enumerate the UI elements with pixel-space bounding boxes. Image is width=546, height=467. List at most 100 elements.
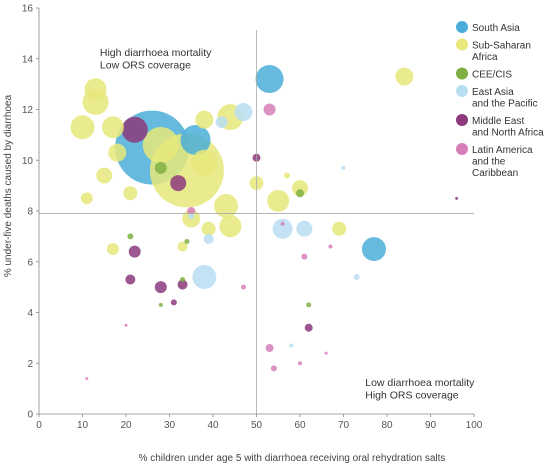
bubble-ssa-21: [332, 221, 347, 236]
y-tick-label: 6: [27, 257, 33, 268]
bubble-ssa-2: [191, 149, 218, 176]
bubble-eap-6: [353, 273, 360, 280]
x-tick-label: 60: [294, 420, 306, 431]
legend-swatch: [456, 21, 468, 33]
legend-item-cee: CEE/CIS: [456, 67, 512, 81]
legend-label-line: Latin America: [472, 145, 533, 156]
bubble-lac-3: [270, 365, 277, 372]
legend-item-lac: Latin America and the Caribbean: [456, 143, 533, 179]
bubble-mena-5: [177, 279, 188, 290]
x-tick-label: 100: [466, 420, 483, 431]
x-tick-label: 70: [338, 420, 350, 431]
bubble-ssa-7: [195, 110, 214, 129]
annotation-line: Low diarrhoea mortality: [365, 377, 475, 389]
bubble-south_asia-3: [180, 124, 211, 155]
annotations: High diarrhoea mortality Low ORS coverage…: [100, 47, 475, 401]
bubble-lac-0: [263, 103, 276, 116]
bubble-ssa-10: [96, 167, 113, 184]
legend-label-line: CEE/CIS: [472, 70, 512, 81]
bubble-lac-4: [301, 253, 308, 260]
bubble-ssa-20: [395, 67, 414, 86]
legend-swatch: [456, 67, 468, 80]
legend-label-line: and the Pacific: [472, 99, 538, 110]
annotation-1: Low diarrhoea mortality High ORS coverage: [365, 377, 475, 402]
bubble-mena-6: [304, 323, 313, 332]
bubble-mena-1: [170, 175, 187, 192]
bubble-mena-0: [121, 116, 148, 143]
bubble-lac-5: [328, 244, 333, 249]
legend-swatch: [456, 114, 468, 126]
bubble-eap-0: [234, 103, 253, 122]
bubble-ssa-17: [267, 189, 290, 212]
annotation-line: High diarrhoea mortality: [100, 47, 212, 59]
reference-lines: [39, 30, 474, 414]
bubble-cee-0: [154, 161, 167, 174]
bubble-lac-11: [324, 351, 328, 355]
bubble-ssa-1: [142, 127, 179, 164]
y-tick-label: 8: [27, 207, 33, 218]
legend: South Asia Sub-Saharan Africa CEE/CIS East A…: [456, 21, 544, 179]
bubble-eap-1: [215, 116, 228, 129]
bubble-ssa-14: [219, 215, 242, 238]
bubble-mena-9: [455, 196, 459, 200]
legend-swatch: [456, 85, 468, 97]
legend-label-line: Caribbean: [472, 168, 518, 179]
y-axis-title: % under-five deaths caused by diarrhoea: [3, 94, 14, 277]
legend-label: CEE/CIS: [472, 70, 512, 81]
bubble-eap-2: [192, 264, 217, 289]
y-tick-label: 14: [22, 54, 34, 65]
y-tick-label: 4: [27, 308, 33, 319]
legend-swatch: [456, 38, 468, 51]
bubble-eap-4: [272, 218, 293, 239]
annotation-line: Low ORS coverage: [100, 60, 191, 72]
axes: 0 10 20 30 40 50 60 70 80 90 100 0 2 4 6 8 10 12 14 16: [22, 4, 483, 432]
x-tick-label: 0: [36, 420, 42, 431]
bubble-eap-3: [203, 233, 214, 244]
bubble-south_asia-1: [255, 65, 284, 94]
bubble-ssa-9: [108, 143, 127, 162]
y-tick-label: 16: [22, 4, 34, 15]
bubble-cee-3: [184, 238, 190, 244]
legend-label-line: and North Africa: [472, 128, 544, 139]
bubble-lac-8: [280, 221, 285, 226]
x-tick-label: 90: [425, 420, 437, 431]
bubble-ssa-3: [84, 78, 107, 101]
bubble-mena-8: [170, 299, 177, 306]
x-tick-label: 20: [120, 420, 132, 431]
bubble-lac-10: [85, 376, 89, 380]
bubble-mena-3: [125, 274, 136, 285]
bubble-cee-4: [180, 277, 186, 283]
legend-item-mena: Middle East and North Africa: [456, 114, 544, 139]
x-tick-label: 80: [381, 420, 393, 431]
bubble-cee-2: [127, 233, 134, 240]
x-axis-title: % children under age 5 with diarrhoea re…: [139, 453, 446, 464]
annotation-line: High ORS coverage: [365, 390, 459, 402]
legend-item-south_asia: South Asia: [456, 21, 520, 34]
bubble-ssa-12: [80, 192, 93, 205]
bubble-ssa-11: [123, 186, 138, 201]
bubble-eap-8: [289, 343, 294, 348]
bubble-ssa-22: [106, 243, 119, 256]
legend-label: Middle East and North Africa: [472, 116, 544, 139]
annotation-0: High diarrhoea mortality Low ORS coverage: [100, 47, 212, 72]
bubble-ssa-24: [283, 172, 290, 179]
legend-label: Latin America and the Caribbean: [472, 145, 533, 179]
legend-label-line: South Asia: [472, 23, 520, 34]
bubble-ssa-23: [177, 241, 188, 252]
x-tick-label: 10: [77, 420, 89, 431]
bubble-lac-2: [265, 344, 274, 353]
legend-label-line: Middle East: [472, 116, 524, 127]
bubble-lac-6: [240, 284, 246, 290]
legend-label-line: and the: [472, 157, 506, 168]
legend-swatch: [456, 143, 468, 155]
bubble-ssa-6: [101, 116, 124, 139]
legend-label: South Asia: [472, 23, 520, 34]
legend-item-ssa: Sub-Saharan Africa: [456, 38, 531, 63]
bubble-eap-9: [188, 213, 195, 220]
bubble-lac-9: [124, 323, 128, 327]
bubble-mena-4: [154, 281, 167, 294]
y-tick-label: 2: [27, 359, 33, 370]
legend-label: East Asia and the Pacific: [472, 87, 538, 110]
y-tick-label: 12: [22, 105, 34, 116]
legend-label-line: East Asia: [472, 87, 514, 98]
